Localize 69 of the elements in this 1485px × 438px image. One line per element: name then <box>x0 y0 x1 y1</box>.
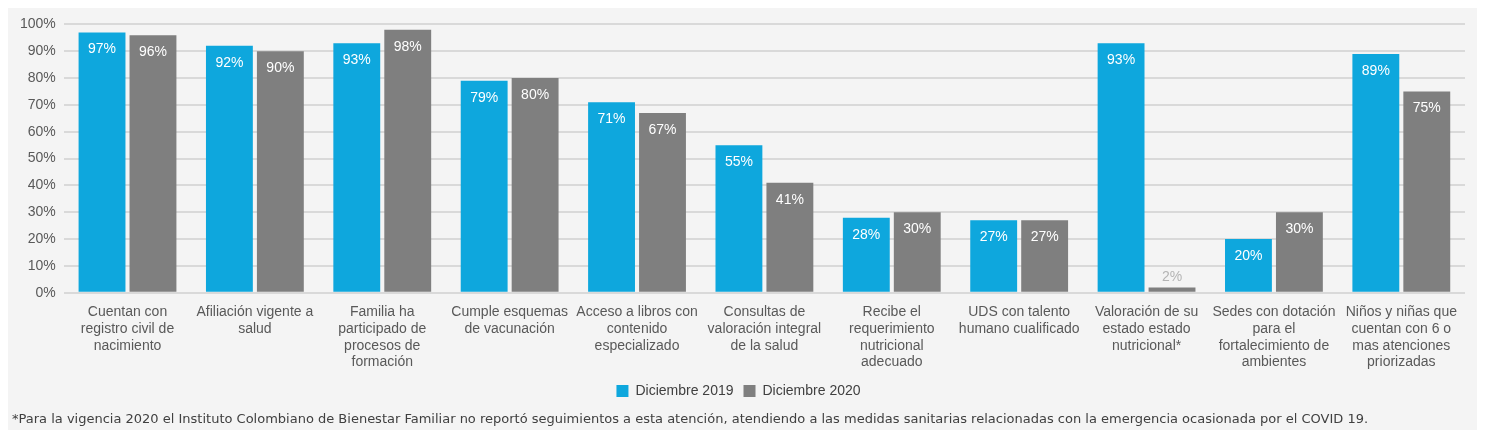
y-tick-label: 20% <box>27 229 56 246</box>
y-tick-label: 100% <box>19 15 56 32</box>
x-tick-label: Cuentan con registro civil de nacimiento <box>80 303 175 353</box>
data-label: 98% <box>393 37 422 54</box>
bar <box>460 80 508 292</box>
bar <box>766 182 814 292</box>
y-tick-label: 10% <box>27 256 56 273</box>
bar <box>588 102 635 292</box>
x-tick-label: Cumple esquemas de vacunación <box>451 303 569 336</box>
y-tick-label: 80% <box>27 68 56 85</box>
y-tick-label: 40% <box>27 176 56 193</box>
x-tick-label: UDS con talento humano cualificado <box>958 303 1080 336</box>
data-label: 90% <box>266 59 295 76</box>
y-tick-label: 30% <box>27 203 56 220</box>
data-label: 55% <box>724 153 753 170</box>
bar <box>970 220 1018 292</box>
data-label: 30% <box>1285 220 1314 237</box>
data-label: 93% <box>1107 51 1136 68</box>
data-label: 96% <box>138 43 167 59</box>
bar <box>842 217 890 292</box>
x-tick-label: Recibe el requerimiento nutricional adecuado <box>848 303 935 370</box>
data-label: 27% <box>1030 228 1059 245</box>
data-label: 93% <box>342 51 371 68</box>
data-label: 30% <box>903 220 932 237</box>
data-label: 79% <box>470 88 499 105</box>
bar <box>129 35 177 292</box>
y-tick-label: 50% <box>27 149 56 166</box>
bar <box>1403 91 1451 292</box>
x-tick-label: Consultas de valoración integral de la salud <box>707 303 822 353</box>
bar <box>893 212 941 292</box>
legend-label: Diciembre 2020 <box>762 381 861 398</box>
bar <box>205 45 253 292</box>
bar <box>1097 43 1145 292</box>
y-tick-label: 60% <box>27 122 56 139</box>
data-label: 80% <box>521 85 550 102</box>
data-label: 75% <box>1412 99 1441 116</box>
x-tick-label: Acceso a libros con contenido especializado <box>576 303 698 353</box>
data-label: 67% <box>648 120 677 137</box>
y-tick-label: 90% <box>27 42 56 59</box>
bar <box>639 112 686 292</box>
x-tick-label: Valoración de su estado estado nutricional* <box>1094 303 1199 353</box>
data-label: 27% <box>979 228 1008 245</box>
x-tick-label: Niños y niñas que cuentan con 6 o mas atenciones priorizadas <box>1345 303 1458 370</box>
bar <box>78 32 126 292</box>
legend-label: Diciembre 2019 <box>635 381 734 398</box>
bar <box>333 43 381 292</box>
y-tick-label: 70% <box>27 95 56 112</box>
bar <box>511 78 559 292</box>
bar <box>256 51 304 292</box>
bar <box>1225 239 1272 292</box>
text: *Para la vigencia 2020 el Instituto Colombiano de Bienestar Familiar no reportó seguimientos a esta atención, atendiendo a las medidas sanitarias relacionadas con la emergencia ocasionada por el COVID 19. <box>12 410 1369 426</box>
y-tick-label: 0% <box>35 283 56 300</box>
bar <box>1352 53 1400 292</box>
x-tick-label: Familia ha participado de procesos de formación <box>338 303 427 370</box>
bar <box>384 29 432 292</box>
bar <box>715 145 763 292</box>
x-tick-label: Afiliación vigente a salud <box>196 303 314 336</box>
data-label: 97% <box>88 40 117 57</box>
bar <box>1148 287 1196 292</box>
bar <box>1275 212 1323 292</box>
data-label: 92% <box>215 53 244 70</box>
bar <box>1021 220 1069 292</box>
data-label: 89% <box>1361 61 1390 78</box>
data-label: 41% <box>775 190 804 207</box>
data-label: 71% <box>597 110 626 127</box>
data-label: 20% <box>1234 246 1263 263</box>
data-label: 2% <box>1161 268 1183 285</box>
data-label: 28% <box>852 225 881 242</box>
x-tick-label: Sedes con dotación para el fortalecimiento de ambientes <box>1212 303 1336 370</box>
